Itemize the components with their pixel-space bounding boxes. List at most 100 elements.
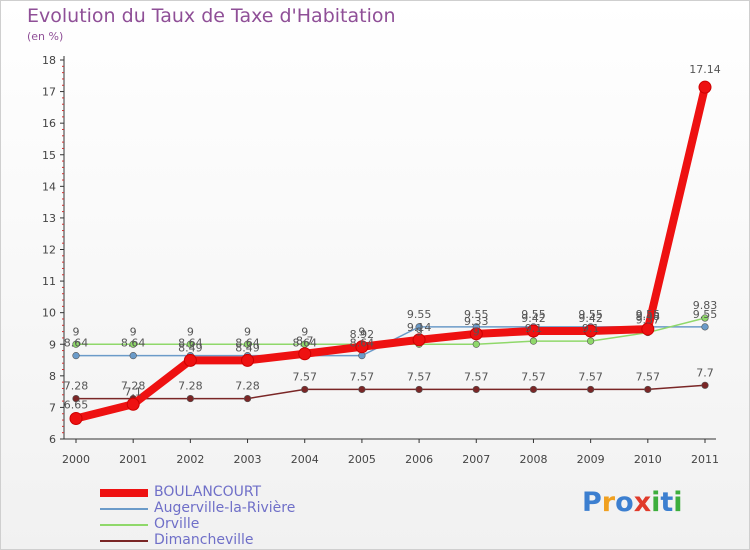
data-label: 9 (73, 325, 80, 338)
y-tick-label: 16 (42, 117, 56, 130)
y-tick-label: 10 (42, 307, 56, 320)
data-point (129, 352, 137, 360)
x-tick-label: 2002 (176, 453, 204, 466)
data-label: 8.64 (292, 337, 317, 350)
data-point (587, 385, 595, 394)
data-label: 9.55 (407, 308, 432, 321)
data-label: 9 (130, 325, 137, 338)
y-tick-label: 9 (49, 338, 56, 351)
x-tick-label: 2009 (577, 453, 605, 466)
data-label: 8.64 (178, 337, 203, 350)
data-label: 9.1 (582, 322, 600, 335)
data-label: 7.57 (636, 370, 661, 383)
y-tick-label: 11 (42, 275, 56, 288)
data-point (72, 352, 80, 360)
data-label: 8.64 (121, 337, 146, 350)
legend-swatch (100, 489, 148, 497)
x-tick-label: 2001 (119, 453, 147, 466)
y-tick-label: 13 (42, 212, 56, 225)
y-tick-label: 12 (42, 244, 56, 257)
data-label: 9.55 (693, 308, 718, 321)
data-label: 7.28 (178, 380, 203, 393)
data-label: 9.42 (578, 312, 603, 325)
data-label: 9 (187, 325, 194, 338)
series-line-boulancourt (72, 83, 709, 423)
data-label: 7.57 (292, 370, 317, 383)
data-label: 9.37 (636, 314, 661, 327)
x-tick-label: 2008 (519, 453, 547, 466)
data-label: 7.28 (235, 380, 260, 393)
logo-letter: i (673, 487, 683, 518)
y-tick-label: 14 (42, 180, 56, 193)
data-point (72, 394, 80, 403)
data-point (298, 347, 312, 361)
legend-swatch (100, 540, 148, 542)
chart-title: Evolution du Taux de Taxe d'Habitation (27, 5, 396, 27)
data-label: 8.64 (235, 337, 260, 350)
legend-label: Augerville-la-Rivière (154, 500, 296, 516)
y-tick-label: 17 (42, 86, 56, 99)
x-tick-label: 2000 (62, 453, 90, 466)
data-label: 9.33 (464, 315, 489, 328)
data-point (241, 353, 255, 367)
legend-label: Dimancheville (154, 532, 254, 548)
data-point (644, 385, 652, 394)
data-label: 7.57 (521, 370, 546, 383)
data-point (701, 381, 709, 389)
data-point (584, 324, 598, 338)
data-point (701, 323, 709, 331)
data-point (529, 337, 538, 345)
data-point (126, 397, 140, 411)
data-point (69, 411, 83, 425)
data-point (129, 340, 137, 348)
data-point (183, 353, 197, 367)
data-point (243, 340, 252, 348)
data-label: 9.1 (525, 322, 543, 335)
proxiti-logo: Proxiti (582, 487, 683, 518)
data-point (358, 385, 366, 394)
x-tick-label: 2010 (634, 453, 662, 466)
logo-letter: x (633, 487, 652, 518)
logo-letter: P (582, 487, 602, 518)
data-label: 6.65 (64, 398, 89, 411)
data-point (701, 314, 709, 322)
logo-letter: i (651, 487, 661, 518)
data-point (186, 394, 194, 403)
data-label: 9.55 (521, 308, 546, 321)
x-tick-label: 2005 (348, 453, 376, 466)
data-label: 9.55 (636, 308, 661, 321)
data-label: 9.42 (521, 312, 546, 325)
data-label: 8.92 (350, 328, 375, 341)
data-label: 9 (301, 325, 308, 338)
data-point (412, 333, 426, 347)
data-label: 7.57 (407, 370, 432, 383)
data-label: 9.14 (407, 321, 432, 334)
logo-letter: o (615, 487, 634, 518)
data-point (358, 352, 366, 360)
data-label: 8.49 (235, 341, 260, 354)
data-label: 7.57 (464, 370, 489, 383)
data-point (186, 340, 194, 348)
data-label: 9 (473, 325, 480, 338)
data-label: 8.64 (350, 337, 375, 350)
data-label: 7.28 (121, 380, 146, 393)
data-point (641, 322, 655, 336)
data-label: 8.7 (296, 335, 314, 348)
data-point (243, 394, 252, 403)
legend-label: BOULANCOURT (154, 484, 262, 500)
x-tick-label: 2011 (691, 453, 719, 466)
data-label: 9.55 (464, 308, 489, 321)
data-point (472, 385, 480, 394)
logo-letter: r (601, 487, 616, 518)
data-point (415, 385, 423, 394)
x-tick-label: 2003 (234, 453, 262, 466)
data-label: 9 (416, 325, 423, 338)
data-label: 9.55 (578, 308, 603, 321)
data-label: 7.7 (696, 366, 714, 379)
data-label: 7.57 (578, 370, 603, 383)
data-label: 7.57 (350, 370, 375, 383)
data-point (301, 385, 309, 394)
y-tick-label: 7 (49, 401, 56, 414)
